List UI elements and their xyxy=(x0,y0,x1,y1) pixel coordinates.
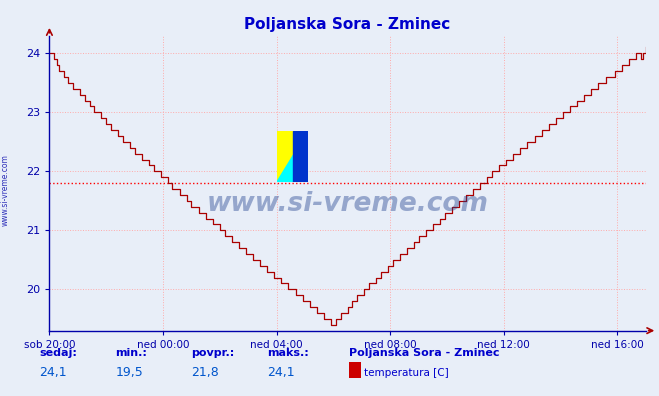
Text: www.si-vreme.com: www.si-vreme.com xyxy=(1,154,10,226)
Polygon shape xyxy=(277,131,308,182)
Text: 19,5: 19,5 xyxy=(115,366,143,379)
Text: 24,1: 24,1 xyxy=(267,366,295,379)
Text: www.si-vreme.com: www.si-vreme.com xyxy=(207,191,488,217)
Polygon shape xyxy=(277,131,308,182)
Text: 21,8: 21,8 xyxy=(191,366,219,379)
Text: min.:: min.: xyxy=(115,348,147,358)
Text: povpr.:: povpr.: xyxy=(191,348,235,358)
Polygon shape xyxy=(293,131,308,182)
Text: sedaj:: sedaj: xyxy=(40,348,77,358)
Text: Poljanska Sora - Zminec: Poljanska Sora - Zminec xyxy=(349,348,500,358)
Text: maks.:: maks.: xyxy=(267,348,308,358)
Title: Poljanska Sora - Zminec: Poljanska Sora - Zminec xyxy=(244,17,451,32)
Text: temperatura [C]: temperatura [C] xyxy=(364,368,449,378)
Text: 24,1: 24,1 xyxy=(40,366,67,379)
